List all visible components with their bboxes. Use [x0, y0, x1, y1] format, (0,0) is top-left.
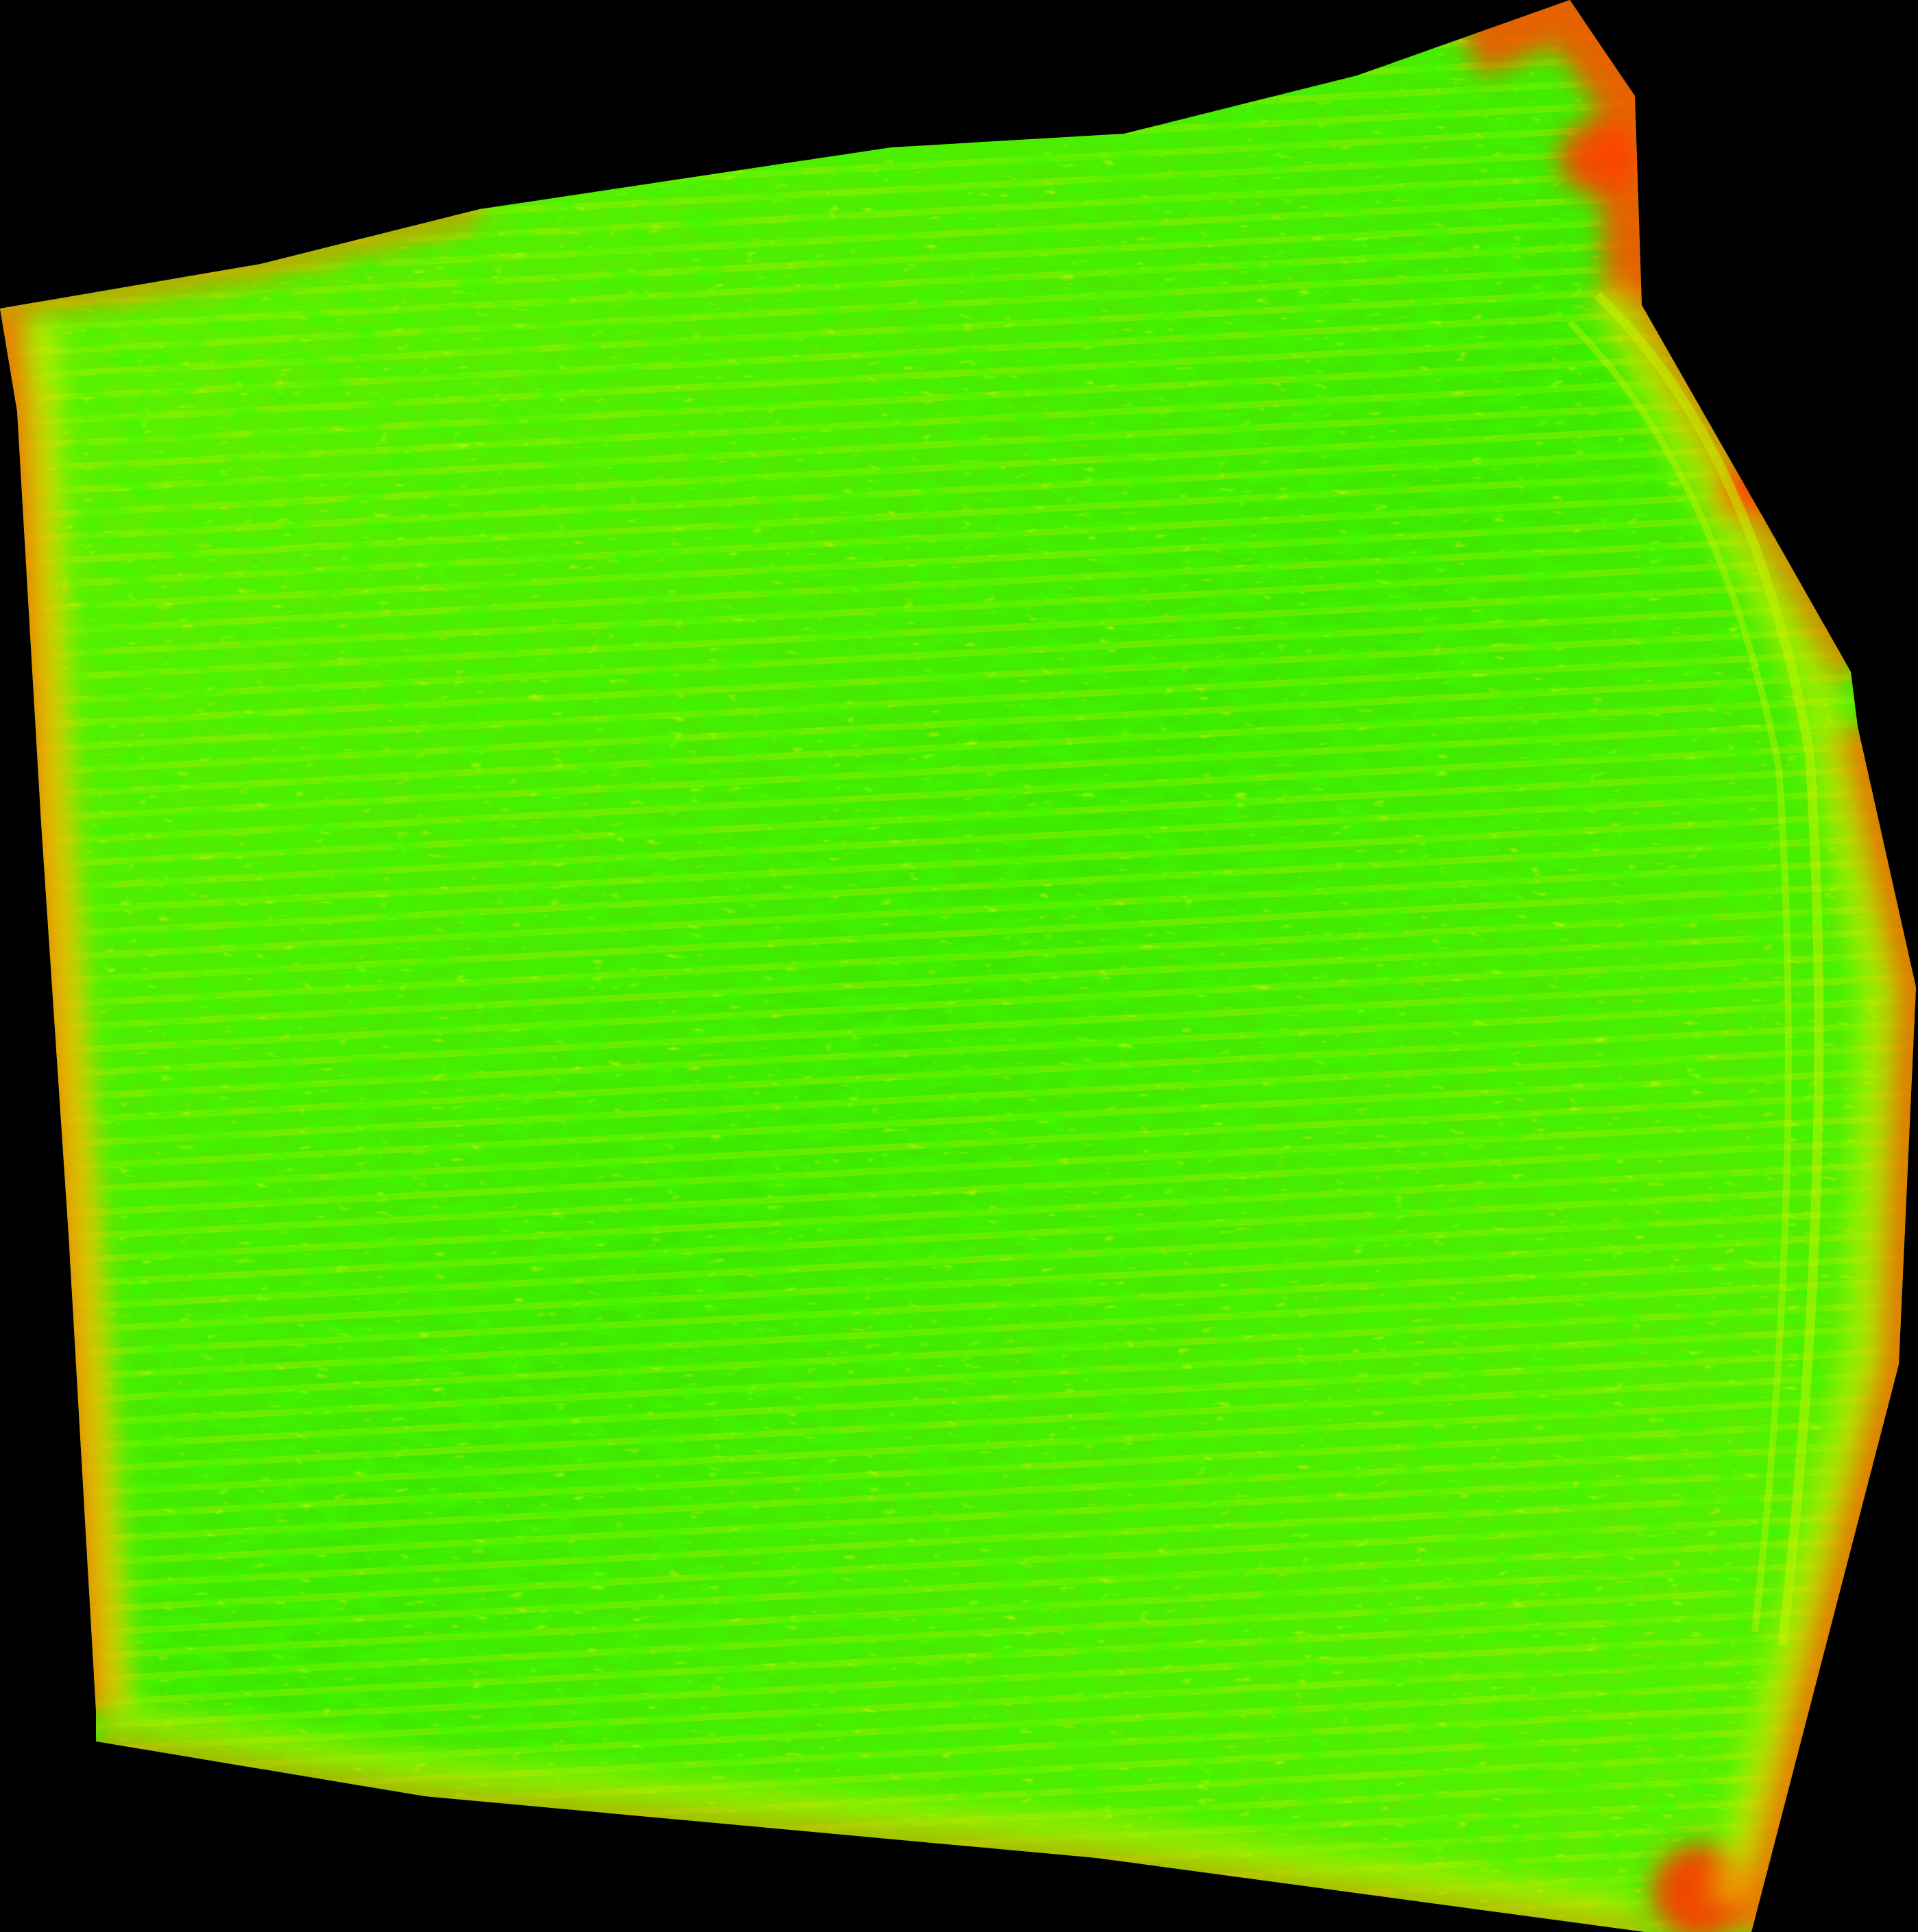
transition-edge-zones	[24, 278, 1899, 1920]
tractor-track-inner	[1567, 319, 1792, 1632]
tractor-track	[1594, 291, 1824, 1646]
